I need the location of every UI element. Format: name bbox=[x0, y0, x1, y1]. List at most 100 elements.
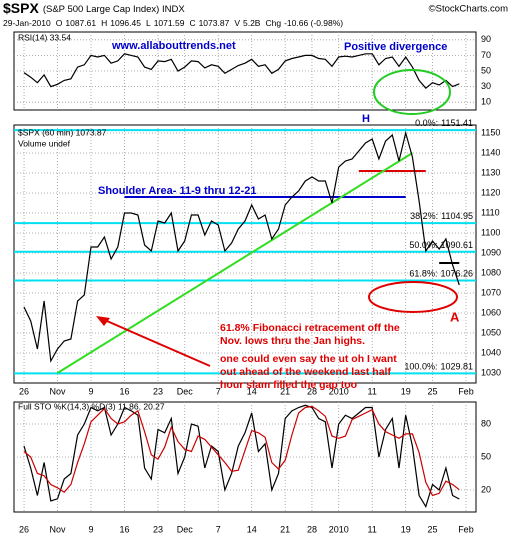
trend-line bbox=[56, 152, 413, 374]
fib-label: 61.8%: 1076.26 bbox=[409, 269, 473, 279]
y-tick-label: 1100 bbox=[481, 227, 500, 237]
quote-line: 29-Jan-2010 O 1087.61 H 1096.45 L 1071.59 C 1073… bbox=[3, 18, 343, 28]
y-tick-label: 70 bbox=[481, 50, 491, 60]
y-tick-label: 1090 bbox=[481, 247, 501, 257]
fib-value: 1104.95 bbox=[441, 211, 473, 221]
series-line bbox=[23, 405, 460, 497]
y-tick-label: 1070 bbox=[481, 287, 501, 297]
x-tick-label: 28 bbox=[307, 386, 317, 396]
series-line bbox=[23, 404, 460, 508]
fib-label: 50.0%: 1090.61 bbox=[409, 240, 473, 250]
y-tick-label: 20 bbox=[481, 484, 491, 494]
panel-title: RSI(14) 33.54 bbox=[18, 32, 71, 42]
x-tick-label: 16 bbox=[119, 524, 129, 534]
x-tick-label: 2010 bbox=[329, 524, 349, 534]
fib-label: 38.2%: 1104.95 bbox=[410, 211, 473, 221]
fib-label: 100.0%: 1029.81 bbox=[404, 362, 473, 372]
annotation: A bbox=[450, 309, 460, 324]
y-tick-label: 1080 bbox=[481, 267, 501, 277]
y-tick-label: 30 bbox=[481, 81, 491, 91]
x-tick-label: 19 bbox=[401, 386, 411, 396]
fib-pct: 0.0%: bbox=[415, 119, 438, 129]
panel-title: Full STO %K(14,3) %D(3) 11.86, 20.27 bbox=[18, 401, 165, 411]
quote-value: 1087.61 bbox=[65, 18, 96, 28]
note: hour slam filled the gap too bbox=[220, 379, 357, 391]
y-tick-label: 50 bbox=[481, 451, 491, 461]
note: 61.8% Fibonacci retracement off the bbox=[220, 322, 400, 334]
annotation: www.allabouttrends.net bbox=[111, 40, 236, 52]
fib-label: 0.0%: 1151.41 bbox=[415, 119, 473, 129]
x-tick-label: 26 bbox=[19, 386, 29, 396]
x-tick-label: Feb bbox=[458, 524, 474, 534]
fib-pct: 61.8%: bbox=[409, 269, 437, 279]
x-tick-label: Dec bbox=[177, 386, 194, 396]
header-title: $SPX (S&P 500 Large Cap Index) INDX bbox=[3, 0, 185, 16]
y-tick-label: 1110 bbox=[481, 207, 500, 217]
x-tick-label: 7 bbox=[216, 524, 221, 534]
quote-label: H bbox=[101, 18, 107, 28]
x-tick-label: 2010 bbox=[329, 386, 349, 396]
y-tick-label: 10 bbox=[481, 97, 491, 107]
x-tick-label: 21 bbox=[280, 524, 290, 534]
quote-value: -10.66 (-0.98%) bbox=[284, 18, 343, 28]
arrow bbox=[99, 317, 211, 367]
y-tick-label: 90 bbox=[481, 34, 491, 44]
x-tick-label: 21 bbox=[280, 386, 290, 396]
quote-label: C bbox=[189, 18, 195, 28]
note: one could even say the ut oh I want bbox=[220, 353, 397, 365]
fib-value: 1090.61 bbox=[440, 240, 473, 250]
highlight-ellipse bbox=[373, 69, 451, 115]
x-tick-label: 9 bbox=[88, 386, 93, 396]
y-tick-label: 50 bbox=[481, 65, 491, 75]
x-tick-label: 19 bbox=[401, 524, 411, 534]
quote-value: 1073.87 bbox=[199, 18, 230, 28]
x-tick-label: 25 bbox=[427, 524, 437, 534]
y-tick-label: 1150 bbox=[481, 127, 500, 137]
note: out ahead of the weekend last half bbox=[220, 366, 391, 378]
date: 29-Jan-2010 bbox=[3, 18, 51, 28]
y-tick-label: 1050 bbox=[481, 327, 501, 337]
y-tick-label: 80 bbox=[481, 418, 491, 428]
quote-label: V bbox=[234, 18, 240, 28]
arrow-head bbox=[96, 316, 110, 326]
quote-label: O bbox=[56, 18, 63, 28]
highlight-ellipse bbox=[368, 281, 458, 313]
x-tick-label: 9 bbox=[88, 524, 93, 534]
quote-value: 1096.45 bbox=[110, 18, 141, 28]
quote-value: 1071.59 bbox=[154, 18, 185, 28]
x-tick-label: 26 bbox=[19, 524, 29, 534]
price-line bbox=[23, 53, 460, 90]
x-tick-label: 16 bbox=[119, 386, 129, 396]
fib-pct: 100.0%: bbox=[404, 362, 437, 372]
symbol: $SPX bbox=[3, 0, 39, 16]
x-tick-label: 11 bbox=[368, 524, 377, 534]
quote-value: 5.2B bbox=[243, 18, 261, 28]
fib-value: 1029.81 bbox=[440, 362, 473, 372]
x-tick-label: 11 bbox=[368, 386, 377, 396]
index-name: (S&P 500 Large Cap Index) INDX bbox=[43, 4, 186, 15]
x-tick-label: Nov bbox=[50, 386, 67, 396]
annotation: Positive divergence bbox=[344, 41, 447, 53]
note: Nov. lows thru the Jan highs. bbox=[220, 335, 365, 347]
y-tick-label: 1030 bbox=[481, 367, 501, 377]
price-line bbox=[23, 130, 460, 363]
fib-value: 1076.26 bbox=[440, 269, 473, 279]
credit: ©StockCharts.com bbox=[429, 4, 508, 15]
annotation: Shoulder Area- 11-9 thru 12-21 bbox=[98, 185, 257, 197]
quote-label: Chg bbox=[265, 18, 281, 28]
panel-subtitle: Volume undef bbox=[18, 138, 71, 148]
fib-pct: 38.2%: bbox=[410, 211, 438, 221]
x-tick-label: Dec bbox=[177, 524, 194, 534]
y-tick-label: 1040 bbox=[481, 347, 501, 357]
plot-area: 1030507090103010401050106010701080109011… bbox=[13, 31, 501, 534]
x-tick-label: 28 bbox=[307, 524, 317, 534]
x-tick-label: 7 bbox=[216, 386, 221, 396]
quote-label: L bbox=[146, 18, 151, 28]
y-tick-label: 1120 bbox=[481, 187, 500, 197]
panel-title: $SPX (60 min) 1073.87 bbox=[18, 127, 107, 137]
x-tick-label: Nov bbox=[50, 524, 67, 534]
y-tick-label: 1130 bbox=[481, 167, 500, 177]
y-tick-label: 1140 bbox=[481, 147, 500, 157]
fib-value: 1151.41 bbox=[441, 119, 473, 129]
